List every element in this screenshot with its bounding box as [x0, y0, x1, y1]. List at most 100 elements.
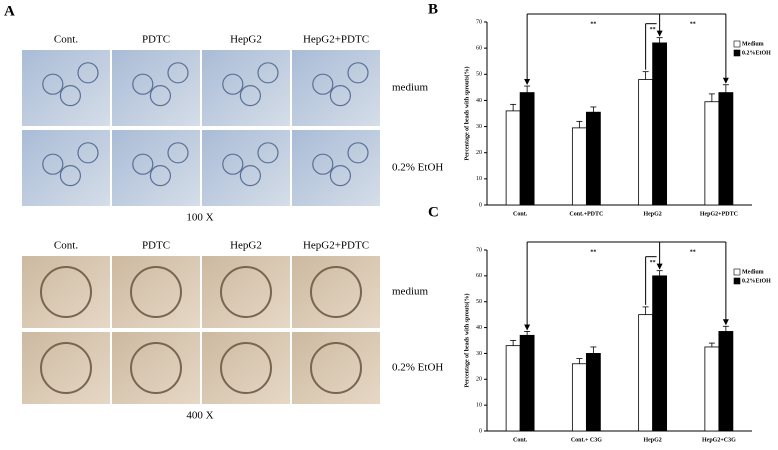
bead [310, 266, 362, 318]
micrograph [292, 130, 380, 206]
panel-label: B [428, 1, 438, 17]
column-header: Cont. [54, 34, 78, 46]
panel-label: A [4, 3, 15, 19]
bar [638, 314, 654, 432]
row-label: 0.2% EtOH [392, 162, 443, 174]
legend-label: Medium [742, 41, 764, 47]
bar [505, 345, 521, 432]
y-tick-label: 0 [479, 428, 482, 434]
bead [312, 153, 334, 175]
x-tick-label: HepG2 [643, 437, 661, 443]
magnification: 100 X [186, 212, 213, 224]
x-tick-label: Cont.+ C3G [571, 437, 602, 443]
column-header: HepG2+PDTC [303, 240, 369, 252]
bar [571, 127, 587, 206]
bead [167, 142, 189, 164]
column-header: HepG2+PDTC [303, 34, 369, 46]
y-axis-label: Percentage of beads with sprouts(%) [463, 293, 470, 387]
legend-swatch [733, 277, 741, 285]
arrowhead [656, 30, 663, 37]
bar [704, 101, 720, 206]
bead [257, 142, 279, 164]
bar [638, 79, 654, 206]
x-tick-label: HepG2+PDTC [700, 211, 738, 217]
micrograph [112, 130, 200, 206]
bead [40, 342, 92, 394]
significance: ** [590, 21, 596, 27]
arrowhead [524, 324, 531, 331]
bead [77, 142, 99, 164]
arrowhead [524, 79, 531, 86]
y-tick-label: 40 [476, 98, 482, 104]
bead [310, 342, 362, 394]
bead [222, 73, 244, 95]
bead [42, 73, 64, 95]
micrograph [22, 130, 110, 206]
x-tick-label: HepG2+C3G [702, 437, 736, 443]
micrograph [202, 50, 290, 126]
bead [132, 73, 154, 95]
significance: ** [590, 249, 596, 255]
bar [519, 334, 535, 432]
bead [59, 84, 82, 107]
row-label: medium [392, 82, 428, 94]
bead [347, 62, 369, 84]
column-header: HepG2 [230, 240, 262, 252]
bead [239, 165, 261, 187]
bar [718, 331, 734, 432]
bar [585, 111, 601, 206]
panel-label: C [428, 204, 439, 220]
bar [652, 275, 668, 432]
bead [329, 165, 351, 187]
bead [167, 62, 189, 84]
y-tick-label: 30 [476, 351, 482, 357]
micrograph [202, 130, 290, 206]
x-tick-label: HepG2 [643, 211, 661, 217]
column-header: Cont. [54, 240, 78, 252]
column-header: PDTC [142, 240, 170, 252]
bead [42, 153, 64, 175]
bead [257, 62, 279, 84]
bead [239, 84, 261, 107]
y-tick-label: 50 [476, 299, 482, 305]
column-header: HepG2 [230, 34, 262, 46]
bar [585, 353, 601, 432]
bead [347, 142, 369, 164]
y-tick-label: 40 [476, 325, 482, 331]
row-label: medium [392, 286, 428, 298]
y-tick-label: 10 [476, 176, 482, 182]
arrowhead [722, 77, 729, 84]
legend-swatch [733, 49, 741, 57]
y-tick-label: 70 [476, 247, 482, 253]
y-tick-label: 60 [476, 46, 482, 52]
x-tick-label: Cont.+PDTC [569, 211, 603, 217]
arrowhead [722, 319, 729, 326]
y-tick-label: 70 [476, 19, 482, 25]
bead [149, 165, 171, 187]
bar [571, 363, 587, 432]
y-tick-label: 10 [476, 403, 482, 409]
y-axis-label: Percentage of beads with sprouts(%) [463, 66, 470, 160]
bar [652, 42, 668, 206]
bead [132, 153, 154, 175]
bead [220, 266, 272, 318]
micrograph [22, 50, 110, 126]
legend-swatch [733, 268, 741, 276]
y-tick-label: 0 [479, 202, 482, 208]
micrograph [292, 50, 380, 126]
bead [130, 266, 182, 318]
legend-swatch [733, 40, 741, 48]
significance: ** [650, 260, 656, 266]
legend-label: 0.2%EtOH [742, 50, 771, 56]
bead [59, 165, 82, 187]
y-tick-label: 60 [476, 273, 482, 279]
x-tick-label: Cont. [513, 437, 528, 443]
y-tick-label: 50 [476, 72, 482, 78]
bead [222, 153, 244, 175]
legend-label: Medium [742, 269, 764, 275]
row-label: 0.2% EtOH [392, 362, 443, 374]
y-tick-label: 20 [476, 150, 482, 156]
bead [77, 62, 99, 84]
bar [704, 346, 720, 432]
significance: ** [650, 27, 656, 33]
